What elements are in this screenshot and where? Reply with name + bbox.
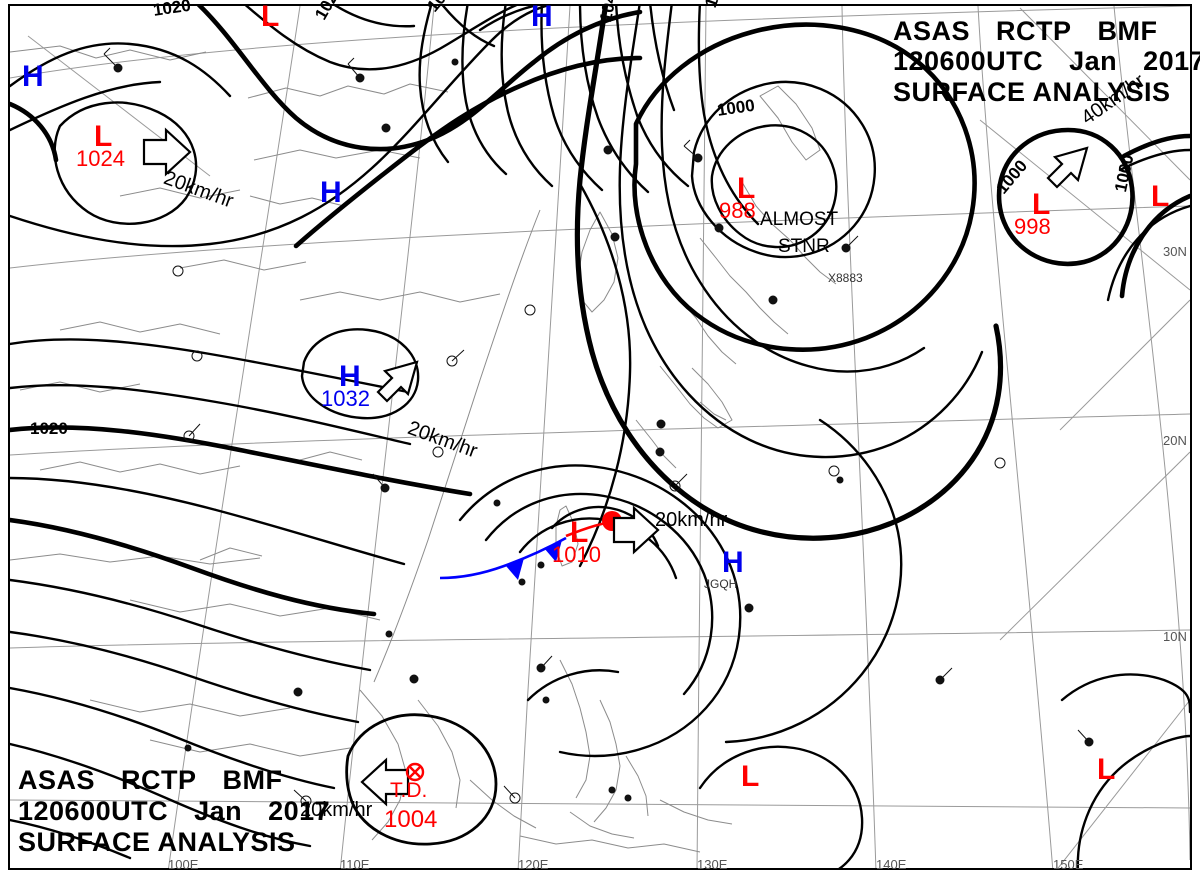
motion-speed-label-3: 20km/hr (655, 509, 728, 531)
header-line-2: 120600UTC Jan 2017 (893, 48, 1200, 75)
footer-line-2: 120600UTC Jan 2017 (18, 798, 330, 825)
pressure-center-l-11: L (741, 760, 760, 793)
header-year: 2017 (1143, 46, 1200, 76)
longitude-label-0: 100E (168, 857, 199, 872)
latitude-label-0: 30N (1163, 244, 1187, 259)
pressure-center-value-9: 1010 (552, 542, 601, 567)
isobars (10, 6, 1190, 868)
latitude-label-1: 20N (1163, 433, 1187, 448)
pressure-center-l-3: L (94, 120, 113, 153)
tropical-depression-symbol (405, 762, 425, 782)
td-label: T.D. (390, 779, 428, 802)
footer-source: BMF (222, 765, 283, 795)
longitude-label-1: 110E (340, 857, 370, 872)
coastlines (10, 45, 837, 853)
pressure-center-l-1: L (261, 0, 280, 33)
pressure-center-value-5: 988 (719, 198, 756, 223)
pressure-center-l-9: L (570, 516, 589, 549)
cold-front-pips (506, 540, 562, 580)
motion-speed-label-4: 20km/hr (300, 799, 373, 821)
isobar-label-8: 1020 (30, 419, 68, 438)
pressure-center-l-12: L (1097, 753, 1116, 786)
footer-time: 120600UTC (18, 796, 169, 826)
header-line-3: SURFACE ANALYSIS (893, 77, 1171, 107)
longitude-label-2: 120E (518, 857, 549, 872)
status-label-0: ALMOST (760, 209, 839, 230)
ship-callsign-1: X8883 (828, 271, 863, 285)
pressure-center-value-3: 1024 (76, 146, 125, 171)
footer-month: Jan (194, 796, 243, 826)
header-line-1: ASAS RCTP BMF (893, 18, 1158, 45)
motion-arrow-l1010 (612, 505, 660, 555)
td-pressure: 1004 (384, 806, 438, 833)
map-border (8, 4, 1192, 870)
footer-station: RCTP (121, 765, 197, 795)
longitude-label-5: 150E (1053, 857, 1084, 872)
pressure-center-value-6: 998 (1014, 214, 1051, 239)
header-month: Jan (1069, 46, 1118, 76)
ship-callsign-0: JGQH (704, 577, 738, 591)
station-plots (103, 47, 1094, 807)
motion-arrow-td (360, 757, 410, 807)
pressure-center-h-4: H (320, 176, 342, 209)
footer-model: ASAS (18, 765, 96, 795)
latitude-label-2: 10N (1163, 629, 1187, 644)
pressure-center-l-6: L (1032, 188, 1051, 221)
status-label-1: STNR (778, 236, 830, 257)
motion-arrow-l1024 (142, 127, 192, 177)
pressure-center-value-8: 1032 (321, 386, 370, 411)
longitude-label-3: 130E (697, 857, 728, 872)
header-time: 120600UTC (893, 46, 1044, 76)
pressure-center-h-8: H (339, 360, 361, 393)
footer-year: 2017 (268, 796, 331, 826)
motion-arrows (142, 127, 1089, 807)
pressure-center-h-10: H (722, 546, 744, 579)
pressure-center-l-7: L (1151, 180, 1170, 213)
header-model: ASAS (893, 16, 971, 46)
pressure-center-h-2: H (531, 0, 553, 33)
pressure-center-h-0: H (22, 60, 44, 93)
footer-line-1: ASAS RCTP BMF (18, 767, 283, 794)
pressure-center-l-5: L (737, 172, 756, 205)
motion-arrow-h1032 (376, 360, 419, 403)
graticule-lines (10, 6, 1190, 868)
header-source: BMF (1097, 16, 1158, 46)
header-station: RCTP (996, 16, 1072, 46)
longitude-label-4: 140E (876, 857, 907, 872)
footer-line-3: SURFACE ANALYSIS (18, 827, 296, 857)
cold-front (439, 536, 567, 580)
motion-arrow-l998 (1046, 146, 1089, 189)
